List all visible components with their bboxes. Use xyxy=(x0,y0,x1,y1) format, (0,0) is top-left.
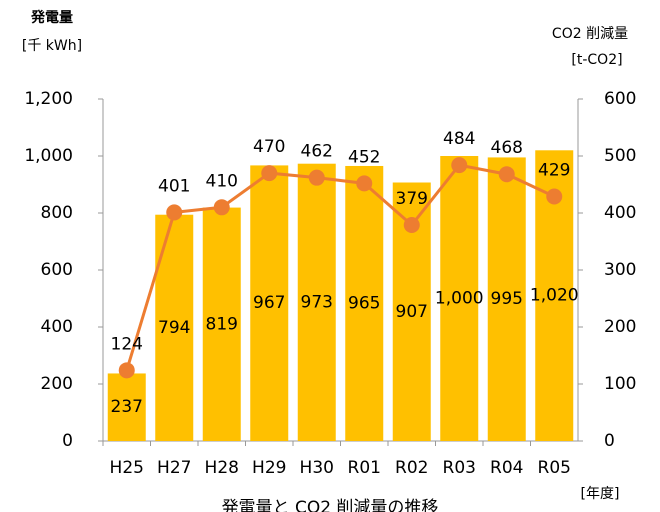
bar xyxy=(345,165,384,441)
y-tick-label: 0 xyxy=(62,431,73,451)
bar xyxy=(297,163,336,441)
bar-value-label: 1,020 xyxy=(530,286,579,306)
line-point xyxy=(261,165,278,182)
line-point xyxy=(356,175,373,192)
bar-value-label: 973 xyxy=(301,292,333,312)
y2-tick-label: 200 xyxy=(604,317,636,337)
line-value-label: 379 xyxy=(396,189,428,209)
line-point xyxy=(403,216,420,233)
y2-tick-label: 400 xyxy=(604,203,636,223)
y-tick-label: 1,000 xyxy=(24,146,73,166)
line-value-label: 429 xyxy=(538,160,570,180)
y-tick-label: 400 xyxy=(41,317,73,337)
line-value-label: 484 xyxy=(443,129,475,149)
y2-tick-label: 0 xyxy=(604,431,615,451)
bar-value-label: 794 xyxy=(158,318,190,338)
line-value-label: 452 xyxy=(348,147,380,167)
x-tick-label: H27 xyxy=(157,458,191,478)
chart-title: 発電量と CO2 削減量の推移 xyxy=(222,498,439,512)
line-point xyxy=(166,204,183,221)
line-value-label: 462 xyxy=(301,142,333,162)
x-axis-label: [年度] xyxy=(581,486,620,502)
line-point xyxy=(213,199,230,216)
line-point xyxy=(451,157,468,174)
y2-tick-label: 300 xyxy=(604,260,636,280)
bar-value-label: 819 xyxy=(206,314,238,334)
line xyxy=(125,163,555,371)
y-tick-label: 600 xyxy=(41,260,73,280)
bar xyxy=(250,165,289,441)
bar-value-label: 967 xyxy=(253,293,285,313)
line-point xyxy=(498,166,515,183)
line-value-label: 470 xyxy=(253,137,285,157)
line-point xyxy=(546,188,563,205)
bar xyxy=(202,207,241,441)
x-tick-label: R04 xyxy=(490,458,523,478)
y2-axis-label: CO2 削減量 xyxy=(552,25,628,42)
bar xyxy=(440,156,479,441)
y-tick-label: 1,200 xyxy=(24,89,73,109)
line-value-label: 468 xyxy=(491,138,523,158)
x-tick-label: H28 xyxy=(205,458,239,478)
x-tick-label: H29 xyxy=(252,458,286,478)
bar-value-label: 237 xyxy=(111,397,143,417)
bar-value-label: 995 xyxy=(491,289,523,309)
bar-value-label: 1,000 xyxy=(435,289,484,309)
y-axis-label: 発電量 xyxy=(30,9,73,26)
line-value-label: 124 xyxy=(111,334,143,354)
x-tick-label: R03 xyxy=(443,458,476,478)
y2-tick-label: 600 xyxy=(604,89,636,109)
x-tick-label: H25 xyxy=(110,458,144,478)
bar-value-label: 907 xyxy=(396,302,428,322)
line-point xyxy=(118,362,135,379)
y-tick-label: 800 xyxy=(41,203,73,223)
x-tick-label: R02 xyxy=(395,458,428,478)
y-tick-label: 200 xyxy=(41,374,73,394)
bar xyxy=(107,373,146,441)
y-axis-unit: [千 kWh] xyxy=(22,38,82,54)
y2-axis-unit: [t-CO2] xyxy=(571,52,622,68)
bar xyxy=(487,157,526,442)
x-tick-label: H30 xyxy=(300,458,334,478)
bar-value-label: 965 xyxy=(348,293,380,313)
x-tick-label: R05 xyxy=(538,458,571,478)
line-value-label: 401 xyxy=(158,176,190,196)
y2-tick-label: 100 xyxy=(604,374,636,394)
y2-tick-label: 500 xyxy=(604,146,636,166)
line-point xyxy=(308,169,325,186)
x-tick-label: R01 xyxy=(348,458,381,478)
line-value-label: 410 xyxy=(206,171,238,191)
